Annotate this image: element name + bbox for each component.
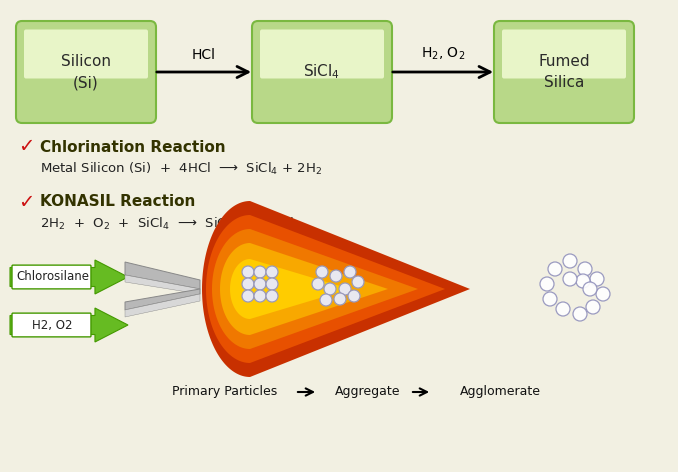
- Circle shape: [266, 290, 278, 302]
- Text: 2H$_2$  +  O$_2$  +  SiCl$_4$  ⟶  SiO$_2$  +  4HCl: 2H$_2$ + O$_2$ + SiCl$_4$ ⟶ SiO$_2$ + 4H…: [40, 216, 294, 232]
- Text: Chlorination Reaction: Chlorination Reaction: [40, 140, 226, 154]
- Circle shape: [543, 292, 557, 306]
- Polygon shape: [10, 308, 128, 342]
- Circle shape: [344, 266, 356, 278]
- Text: Aggregate: Aggregate: [335, 386, 401, 398]
- Circle shape: [334, 293, 346, 305]
- Circle shape: [573, 307, 587, 321]
- Circle shape: [242, 290, 254, 302]
- Circle shape: [348, 290, 360, 302]
- Circle shape: [596, 287, 610, 301]
- Circle shape: [320, 294, 332, 306]
- Circle shape: [556, 302, 570, 316]
- Text: ✓: ✓: [18, 137, 35, 157]
- FancyBboxPatch shape: [12, 265, 91, 289]
- Polygon shape: [125, 262, 200, 289]
- Circle shape: [312, 278, 324, 290]
- Polygon shape: [125, 289, 200, 310]
- Circle shape: [586, 300, 600, 314]
- Text: ✓: ✓: [18, 193, 35, 211]
- Text: Agglomerate: Agglomerate: [460, 386, 540, 398]
- Circle shape: [563, 254, 577, 268]
- Circle shape: [242, 266, 254, 278]
- Circle shape: [563, 272, 577, 286]
- Polygon shape: [202, 201, 470, 377]
- Polygon shape: [125, 294, 200, 317]
- Text: KONASIL Reaction: KONASIL Reaction: [40, 194, 195, 210]
- Polygon shape: [206, 215, 445, 363]
- Polygon shape: [10, 260, 128, 294]
- Circle shape: [352, 276, 364, 288]
- Circle shape: [578, 262, 592, 276]
- Circle shape: [266, 266, 278, 278]
- Circle shape: [590, 272, 604, 286]
- FancyBboxPatch shape: [260, 29, 384, 78]
- Circle shape: [242, 278, 254, 290]
- Circle shape: [254, 278, 266, 290]
- Text: Primary Particles: Primary Particles: [172, 386, 277, 398]
- Circle shape: [324, 283, 336, 295]
- FancyBboxPatch shape: [252, 21, 392, 123]
- Text: H2, O2: H2, O2: [33, 319, 73, 331]
- Polygon shape: [230, 259, 350, 319]
- FancyBboxPatch shape: [16, 21, 156, 123]
- Circle shape: [548, 262, 562, 276]
- Circle shape: [330, 270, 342, 282]
- Circle shape: [266, 278, 278, 290]
- Circle shape: [540, 277, 554, 291]
- Circle shape: [316, 266, 328, 278]
- Circle shape: [254, 266, 266, 278]
- Text: Fumed
Silica: Fumed Silica: [538, 54, 590, 90]
- Text: Silicon
(Si): Silicon (Si): [61, 54, 111, 90]
- Circle shape: [339, 283, 351, 295]
- Text: H$_2$, O$_2$: H$_2$, O$_2$: [421, 46, 465, 62]
- Polygon shape: [212, 229, 418, 349]
- Text: Metal Silicon (Si)  +  4HCl  ⟶  SiCl$_4$ + 2H$_2$: Metal Silicon (Si) + 4HCl ⟶ SiCl$_4$ + 2…: [40, 161, 322, 177]
- FancyBboxPatch shape: [494, 21, 634, 123]
- Polygon shape: [220, 243, 388, 335]
- Text: HCl: HCl: [192, 48, 216, 62]
- Circle shape: [576, 274, 590, 288]
- FancyBboxPatch shape: [12, 313, 91, 337]
- Circle shape: [254, 290, 266, 302]
- Polygon shape: [125, 275, 200, 294]
- Text: Chlorosilane: Chlorosilane: [16, 270, 89, 284]
- FancyBboxPatch shape: [24, 29, 148, 78]
- FancyBboxPatch shape: [502, 29, 626, 78]
- Text: SiCl$_4$: SiCl$_4$: [304, 63, 340, 81]
- Circle shape: [583, 282, 597, 296]
